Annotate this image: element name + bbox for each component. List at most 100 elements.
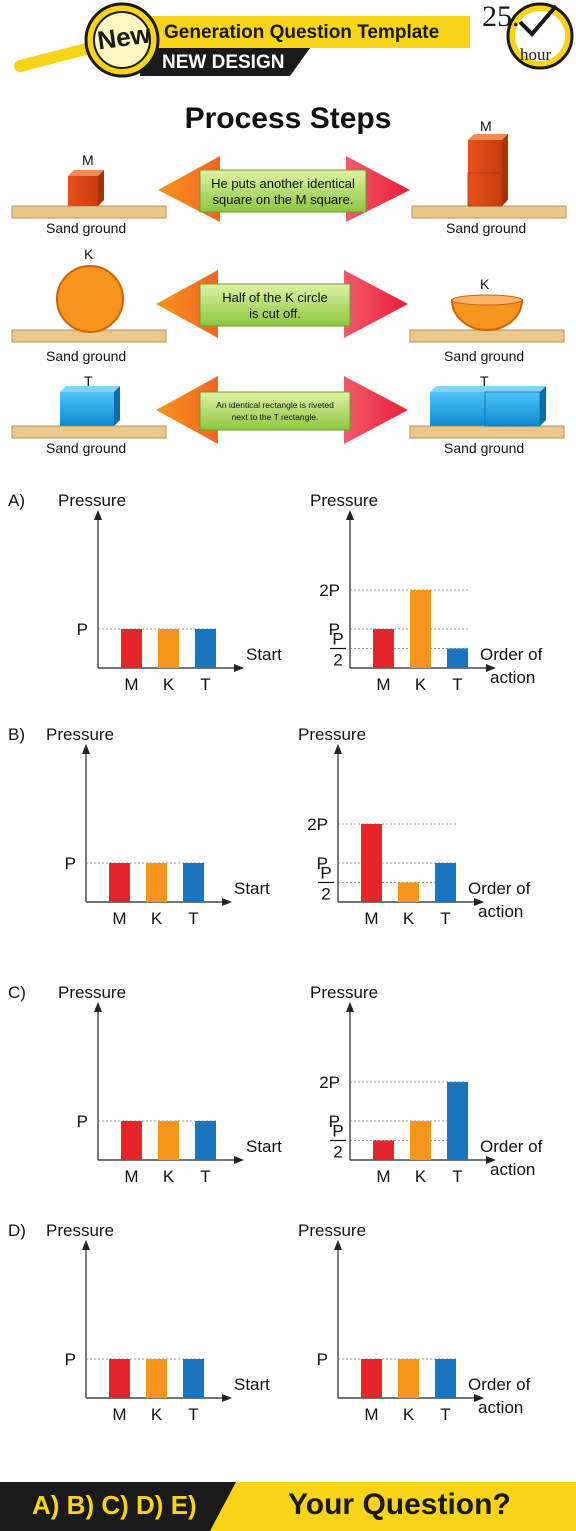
y-axis-label: Pressure (46, 725, 114, 744)
choice-c[interactable]: C) (101, 1490, 129, 1520)
object-label: K (84, 246, 94, 262)
x-axis-label: action (478, 1398, 523, 1417)
bar-k (158, 629, 179, 668)
y-axis-label: Pressure (310, 983, 378, 1002)
bar-t (447, 1082, 468, 1160)
header-graphic (0, 0, 576, 78)
x-axis-label: action (490, 1160, 535, 1179)
choice-a[interactable]: A) (32, 1490, 60, 1520)
y-axis-arrow (334, 1240, 342, 1250)
bar-k (398, 882, 419, 902)
answer-options: A) Pressure P M K T Start Pressure 2P P P 2 M K T Order… (8, 491, 543, 1424)
ground-label: Sand ground (46, 220, 127, 236)
x-axis-label: Start (246, 1137, 282, 1156)
step-caption: He puts another identical square on the M… (211, 176, 355, 207)
option-label: D) (8, 1221, 26, 1240)
object-label: M (82, 152, 94, 168)
x-axis-label: Order of (468, 879, 531, 898)
double-arrow (158, 156, 410, 222)
choice-e[interactable]: E) (170, 1490, 197, 1520)
object-label: T (84, 373, 93, 389)
pressure-chart: A) Pressure P M K T Start (8, 491, 282, 694)
x-axis-label: action (478, 902, 523, 921)
ground-label: Sand ground (46, 440, 127, 456)
y-tick-label: P (77, 1112, 88, 1131)
check-icon (518, 4, 558, 37)
header: New Generation Question Template NEW DES… (0, 0, 576, 80)
option-label: C) (8, 983, 26, 1002)
y-tick-label: 2P (319, 581, 340, 600)
x-tick-label: M (112, 909, 126, 928)
y-axis-arrow (346, 510, 354, 520)
choice-d[interactable]: D) (136, 1490, 164, 1520)
x-tick-label: M (124, 1167, 138, 1186)
y-axis-label: Pressure (310, 491, 378, 510)
y-axis-label: Pressure (298, 1221, 366, 1240)
bar-m (373, 1140, 394, 1160)
y-tick-label: P (77, 620, 88, 639)
y-tick-label: 2P (319, 1073, 340, 1092)
y-tick-label: P (317, 854, 328, 873)
x-tick-label: K (415, 1167, 427, 1186)
x-axis-label: Start (234, 1375, 270, 1394)
pressure-chart: Pressure 2P PP 2 M K T Order of action (310, 983, 543, 1186)
bar-m (121, 1121, 142, 1160)
step-caption: An identical rectangle is riveted next to… (216, 400, 334, 422)
x-tick-label: T (440, 1405, 450, 1424)
y-tick-label: P (65, 854, 76, 873)
x-axis-label: action (490, 668, 535, 687)
bar-k (146, 1359, 167, 1398)
bar-t (447, 648, 468, 668)
y-axis-arrow (334, 744, 342, 754)
process-title: Process Steps (184, 102, 392, 135)
footer-graphic (0, 1482, 576, 1531)
x-tick-label: K (163, 1167, 175, 1186)
x-axis-label: Start (234, 879, 270, 898)
object-label: T (480, 373, 489, 389)
x-tick-label: M (376, 675, 390, 694)
x-axis-arrow (474, 898, 484, 906)
timer-value: 25. (482, 0, 520, 33)
bar-t (195, 629, 216, 668)
bar-m (373, 629, 394, 668)
magnifier-handle (14, 42, 96, 72)
x-tick-label: T (188, 909, 198, 928)
bar-m (361, 824, 382, 902)
t-rectangle-doubled (430, 392, 485, 426)
x-tick-label: T (188, 1405, 198, 1424)
m-square (68, 176, 98, 206)
bar-t (183, 863, 204, 902)
timer-unit: hour (520, 45, 552, 64)
header-subtitle: NEW DESIGN (162, 52, 285, 73)
y-tick-label: P (332, 630, 343, 649)
footer-choices: A) B) C) D) E) (32, 1490, 197, 1521)
y-tick-label: 2 (333, 651, 342, 670)
bar-k (398, 1359, 419, 1398)
y-tick-label: P (320, 864, 331, 883)
ground-label: Sand ground (46, 348, 127, 364)
double-arrow (156, 270, 408, 338)
bar-t (435, 863, 456, 902)
y-tick-label: 2P (307, 815, 328, 834)
x-axis-arrow (474, 1394, 484, 1402)
y-axis-arrow (94, 1002, 102, 1012)
bar-k (146, 863, 167, 902)
x-axis-arrow (486, 664, 496, 672)
y-tick-label: 2 (321, 885, 330, 904)
pressure-chart: Pressure P M K T Order of action (298, 1221, 531, 1424)
x-tick-label: K (403, 1405, 415, 1424)
k-circle (56, 265, 124, 333)
ground-label: Sand ground (444, 348, 525, 364)
title-band (150, 16, 470, 48)
choice-b[interactable]: B) (66, 1490, 95, 1520)
y-axis-label: Pressure (58, 491, 126, 510)
ground-label: Sand ground (446, 220, 527, 236)
pressure-chart: C) Pressure P M K T Start (8, 983, 282, 1186)
y-axis-arrow (94, 510, 102, 520)
x-tick-label: K (415, 675, 427, 694)
y-tick-label: P (317, 1350, 328, 1369)
bar-m (121, 629, 142, 668)
x-tick-label: T (440, 909, 450, 928)
t-rectangle (60, 392, 114, 426)
y-tick-label: 2 (333, 1143, 342, 1162)
